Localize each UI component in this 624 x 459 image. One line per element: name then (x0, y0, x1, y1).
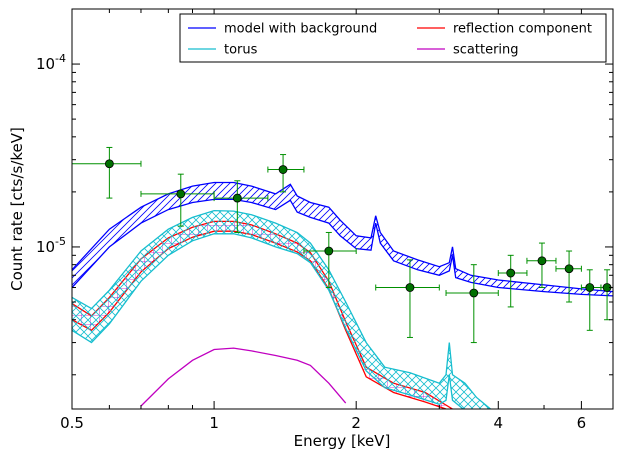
data-marker (324, 246, 334, 256)
data-point (526, 242, 557, 289)
data-point (600, 269, 613, 321)
data-marker (537, 256, 547, 266)
series-scattering (140, 347, 347, 407)
legend-label-model: model with background (224, 22, 377, 37)
y-tick-label: 10-5 (36, 235, 66, 256)
data-marker (564, 264, 574, 274)
legend-box (179, 13, 607, 63)
data-point (140, 173, 215, 227)
x-tick-label: 6 (577, 414, 587, 432)
data-points (72, 146, 613, 344)
series-torus (72, 209, 492, 409)
legend-label-scattering: scattering (453, 43, 519, 58)
legend: model with background reflection compone… (179, 13, 607, 63)
data-point (213, 180, 269, 233)
plot-frame (71, 8, 614, 410)
data-marker (232, 193, 242, 203)
data-point (267, 154, 305, 193)
data-point (303, 231, 357, 289)
y-axis-label: Count rate [cts/s/keV] (8, 127, 26, 291)
data-marker (278, 165, 288, 174)
data-marker (176, 189, 186, 199)
x-tick-label: 2 (351, 414, 361, 432)
y-tick-label: 10-4 (36, 52, 66, 73)
x-tick-label: 4 (494, 414, 504, 432)
data-marker (506, 268, 516, 278)
x-tick-label: 1 (209, 414, 219, 432)
data-point (72, 146, 142, 199)
legend-label-torus: torus (224, 43, 258, 58)
data-point (555, 250, 582, 303)
x-axis-label: Energy [keV] (294, 432, 391, 450)
band-upper-torus (72, 209, 492, 409)
band-lower-torus (72, 233, 465, 409)
data-marker (405, 283, 415, 292)
data-point (375, 259, 440, 338)
data-marker (585, 283, 595, 292)
data-point (445, 264, 499, 344)
band-upper-model-with-background (72, 181, 613, 293)
data-point (497, 254, 528, 308)
band-upper-scattering (140, 347, 347, 407)
data-marker (104, 159, 114, 169)
x-tick-label: 0.5 (60, 414, 84, 432)
data-marker (469, 288, 479, 298)
legend-label-reflection: reflection component (453, 22, 592, 37)
